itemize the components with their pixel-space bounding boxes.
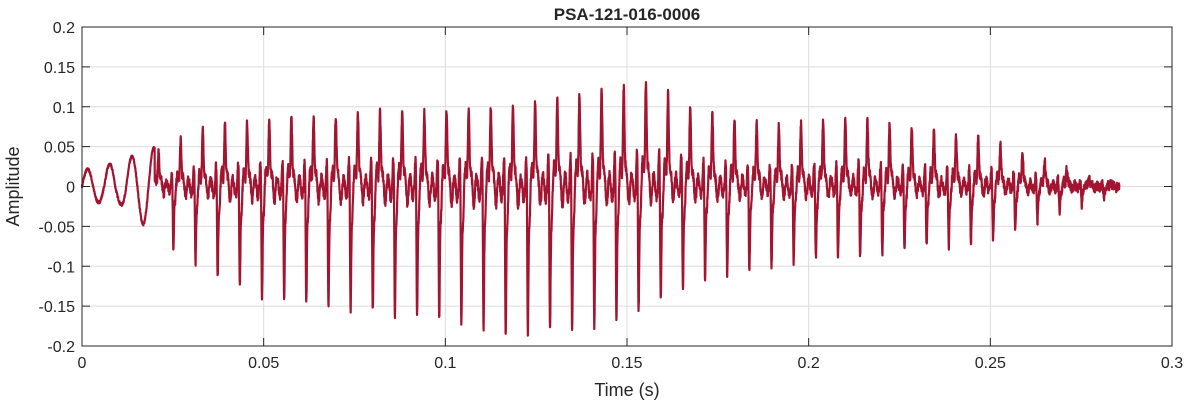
axis-ticks [81, 26, 1173, 347]
y-axis-label: Amplitude [3, 146, 23, 226]
x-tick-label: 0.25 [975, 355, 1006, 372]
x-axis-tick-labels: 0 0.05 0.1 0.15 0.2 0.25 0.3 [78, 355, 1184, 372]
x-tick-label: 0.15 [611, 355, 642, 372]
y-tick-label: 0.1 [53, 100, 75, 117]
y-tick-label: -0.1 [47, 259, 75, 276]
y-tick-label: 0.2 [53, 20, 75, 37]
y-tick-label: -0.2 [47, 339, 75, 356]
y-tick-label: 0.05 [44, 140, 75, 157]
x-tick-label: 0.1 [434, 355, 456, 372]
y-tick-label: -0.15 [39, 299, 76, 316]
y-tick-label: 0 [66, 180, 75, 197]
x-tick-label: 0.3 [1161, 355, 1183, 372]
plot-area [80, 81, 1121, 337]
x-tick-label: 0.2 [798, 355, 820, 372]
x-tick-label: 0 [78, 355, 87, 372]
chart-title: PSA-121-016-0006 [554, 5, 700, 24]
x-tick-label: 0.05 [248, 355, 279, 372]
x-axis-label: Time (s) [594, 380, 659, 400]
y-tick-label: 0.15 [44, 60, 75, 77]
y-axis-tick-labels: -0.2 -0.15 -0.1 -0.05 0 0.05 0.1 0.15 0.2 [39, 20, 76, 356]
signal-waveform-line [80, 81, 1121, 337]
y-tick-label: -0.05 [39, 219, 76, 236]
